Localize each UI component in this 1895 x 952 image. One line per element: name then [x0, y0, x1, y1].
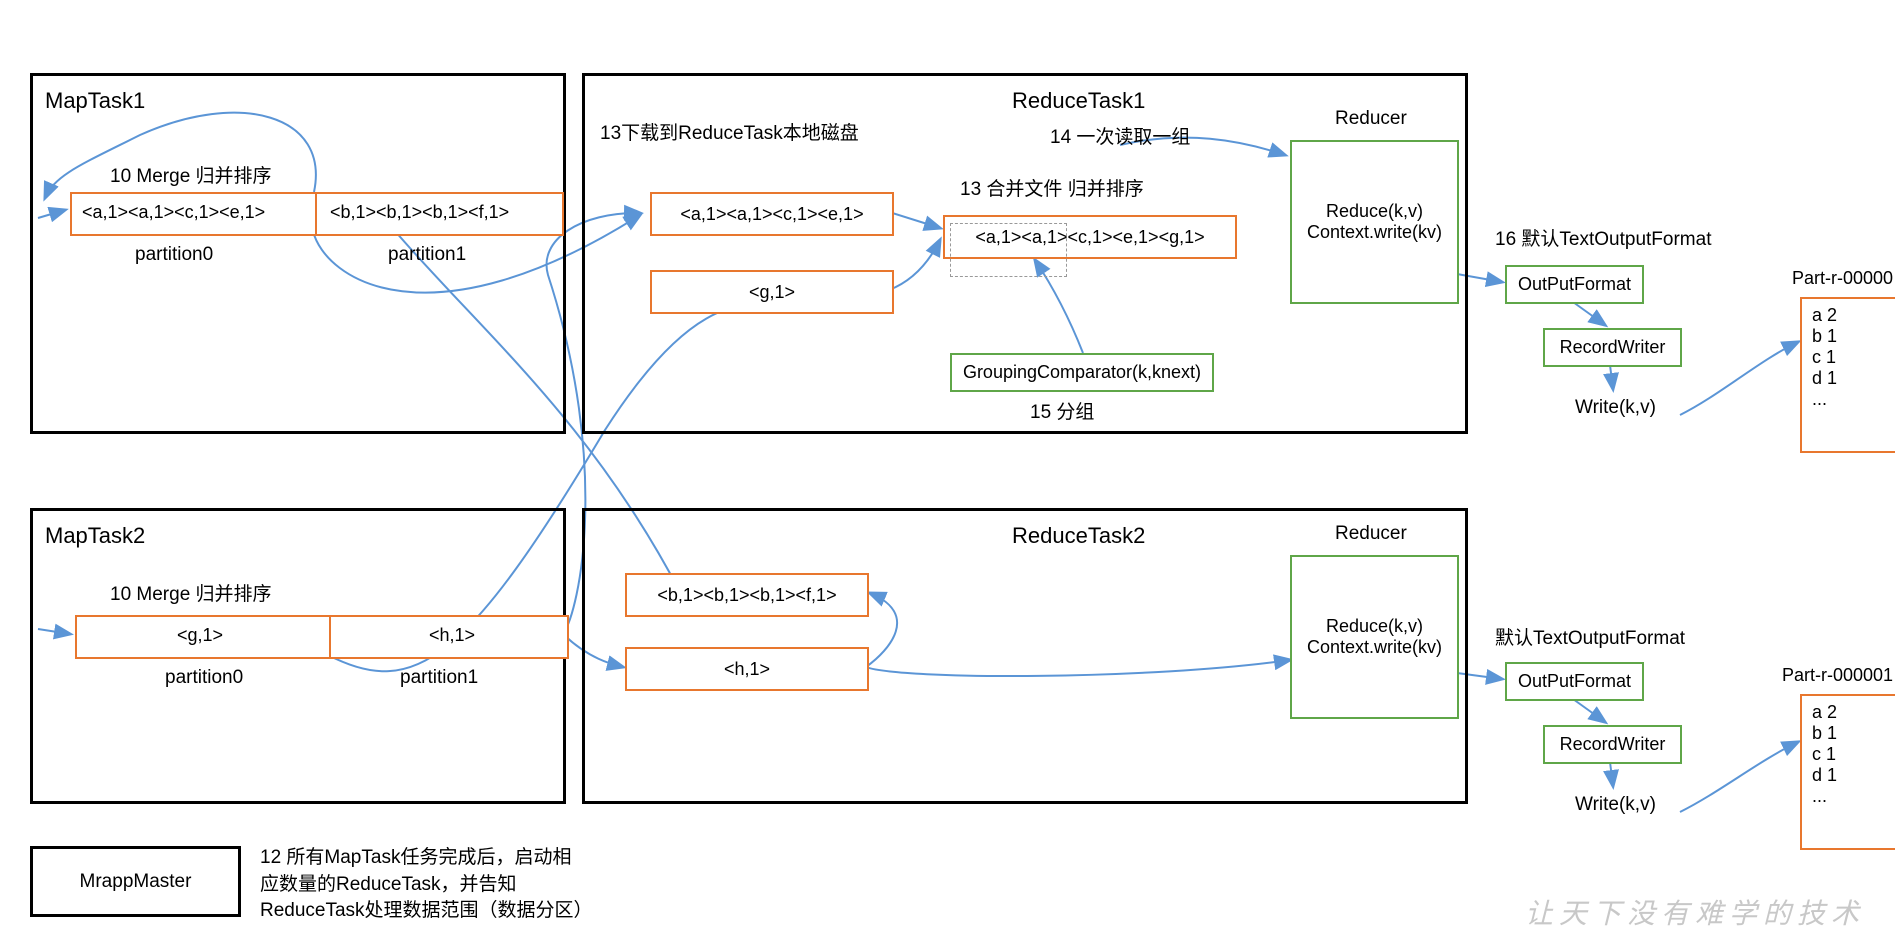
rt1-reducer-line2: Context.write(kv) — [1307, 222, 1442, 243]
out2-label: 默认TextOutputFormat — [1495, 623, 1685, 650]
out1-rw-box: RecordWriter — [1543, 328, 1682, 367]
rt2-dl-box1: <b,1><b,1><b,1><f,1> — [625, 573, 869, 617]
file-row: ... — [1812, 786, 1827, 807]
master-text: MrappMaster — [80, 871, 192, 893]
rt1-read-label: 14 一次读取一组 — [1050, 122, 1190, 149]
rt1-group-box: GroupingComparator(k,knext) — [950, 353, 1214, 392]
out2-file-title: Part-r-000001 — [1782, 665, 1893, 686]
rt1-dl-label: 13下载到ReduceTask本地磁盘 — [600, 118, 859, 145]
file-row: c 1 — [1812, 347, 1836, 368]
maptask2-p1-label: partition1 — [400, 667, 478, 689]
rt1-reducer-box: Reduce(k,v) Context.write(kv) — [1290, 140, 1459, 304]
file-row: c 1 — [1812, 744, 1836, 765]
master-box: MrappMaster — [30, 846, 241, 917]
master-note-l2: 应数量的ReduceTask，并告知 — [260, 872, 593, 899]
reducetask1-title: ReduceTask1 — [1012, 88, 1145, 114]
out1-write-label: Write(k,v) — [1575, 397, 1656, 419]
out1-file-title: Part-r-00000 — [1792, 268, 1893, 289]
file-row: d 1 — [1812, 368, 1837, 389]
file-row: a 2 — [1812, 305, 1837, 326]
maptask2-p0-label: partition0 — [165, 667, 243, 689]
watermark-text: 让天下没有难学的技术 — [1525, 892, 1865, 932]
out2-file-box: a 2 b 1 c 1 d 1 ... — [1800, 694, 1895, 850]
maptask1-partition-box: <a,1><a,1><c,1><e,1> <b,1><b,1><b,1><f,1… — [70, 192, 564, 236]
out1-file-box: a 2 b 1 c 1 d 1 ... — [1800, 297, 1895, 453]
out2-write-label: Write(k,v) — [1575, 794, 1656, 816]
rt1-reducer-title: Reducer — [1335, 108, 1407, 130]
maptask1-p1-text: <b,1><b,1><b,1><f,1> — [330, 202, 509, 223]
rt1-dl-box2: <g,1> — [650, 270, 894, 314]
maptask1-p0-text: <a,1><a,1><c,1><e,1> — [82, 202, 265, 223]
out2-rw-box: RecordWriter — [1543, 725, 1682, 764]
rt1-dashed-selection — [950, 223, 1067, 277]
rt2-reducer-box: Reduce(k,v) Context.write(kv) — [1290, 555, 1459, 719]
maptask2-p0-text: <g,1> — [177, 625, 223, 646]
rt2-dl-box2: <h,1> — [625, 647, 869, 691]
rt1-merge-label: 13 合并文件 归并排序 — [960, 174, 1144, 201]
file-row: b 1 — [1812, 326, 1837, 347]
rt1-group-label: 15 分组 — [1030, 397, 1094, 424]
file-row: ... — [1812, 389, 1827, 410]
maptask2-merge-label: 10 Merge 归并排序 — [110, 579, 272, 606]
reducetask2-title: ReduceTask2 — [1012, 523, 1145, 549]
master-note-l1: 12 所有MapTask任务完成后，启动相 — [260, 845, 593, 872]
rt2-reducer-line2: Context.write(kv) — [1307, 637, 1442, 658]
maptask1-merge-label: 10 Merge 归并排序 — [110, 161, 272, 188]
file-row: a 2 — [1812, 702, 1837, 723]
maptask2-partition-box: <g,1> <h,1> — [75, 615, 569, 659]
maptask1-p0-label: partition0 — [135, 244, 213, 266]
rt1-reducer-line1: Reduce(k,v) — [1326, 201, 1423, 222]
maptask1-title: MapTask1 — [45, 88, 145, 114]
rt2-reducer-title: Reducer — [1335, 523, 1407, 545]
maptask1-p1-label: partition1 — [388, 244, 466, 266]
maptask2-p1-text: <h,1> — [429, 625, 475, 646]
rt1-dl-box1: <a,1><a,1><c,1><e,1> — [650, 192, 894, 236]
out1-label16: 16 默认TextOutputFormat — [1495, 224, 1711, 251]
maptask1-container — [30, 73, 566, 434]
out2-opf-box: OutPutFormat — [1505, 662, 1644, 701]
master-note: 12 所有MapTask任务完成后，启动相 应数量的ReduceTask，并告知… — [260, 845, 593, 925]
file-row: b 1 — [1812, 723, 1837, 744]
out1-opf-box: OutPutFormat — [1505, 265, 1644, 304]
rt2-reducer-line1: Reduce(k,v) — [1326, 616, 1423, 637]
file-row: d 1 — [1812, 765, 1837, 786]
master-note-l3: ReduceTask处理数据范围（数据分区） — [260, 898, 593, 925]
maptask2-title: MapTask2 — [45, 523, 145, 549]
